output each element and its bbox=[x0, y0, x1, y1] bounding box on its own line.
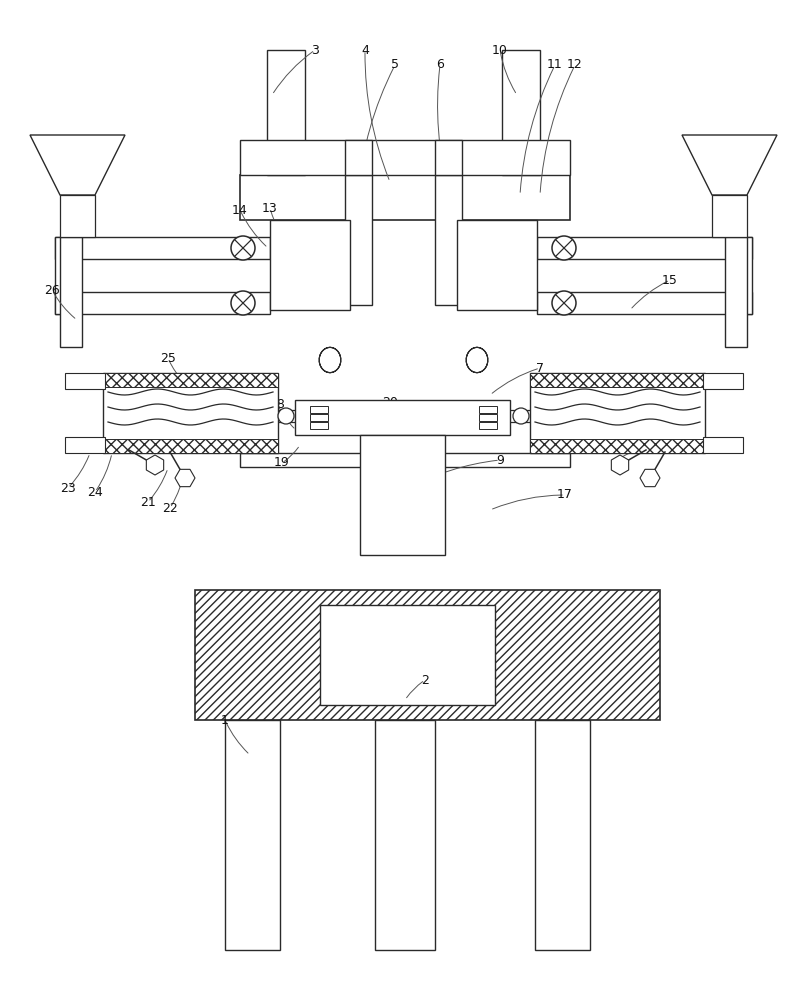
Bar bbox=[240, 453, 570, 467]
Bar bbox=[60, 195, 95, 237]
Text: 25: 25 bbox=[160, 352, 176, 364]
Bar bbox=[457, 220, 537, 310]
Text: 3: 3 bbox=[311, 43, 319, 56]
Bar bbox=[537, 292, 752, 314]
Bar bbox=[60, 237, 82, 347]
Bar bbox=[535, 720, 590, 950]
Polygon shape bbox=[682, 135, 777, 195]
Bar bbox=[55, 237, 270, 259]
Bar bbox=[295, 400, 510, 435]
Bar bbox=[270, 220, 350, 310]
Bar bbox=[725, 237, 747, 347]
Bar bbox=[195, 590, 660, 720]
Text: 14: 14 bbox=[232, 204, 248, 217]
Text: 9: 9 bbox=[496, 454, 504, 466]
Bar bbox=[479, 422, 497, 429]
Polygon shape bbox=[30, 135, 125, 195]
Polygon shape bbox=[146, 455, 164, 475]
Bar bbox=[435, 140, 462, 175]
Bar bbox=[530, 439, 705, 453]
Bar bbox=[479, 406, 497, 413]
Bar bbox=[345, 175, 372, 305]
Text: 11: 11 bbox=[547, 58, 562, 72]
Text: 21: 21 bbox=[140, 495, 156, 508]
Bar bbox=[65, 373, 105, 389]
Bar bbox=[537, 237, 752, 259]
Circle shape bbox=[231, 236, 255, 260]
Bar bbox=[103, 373, 278, 453]
Bar bbox=[103, 439, 278, 453]
Text: 20: 20 bbox=[382, 396, 398, 410]
Text: 10: 10 bbox=[492, 43, 508, 56]
Text: 15: 15 bbox=[662, 273, 678, 286]
Text: 4: 4 bbox=[361, 43, 369, 56]
Bar bbox=[310, 422, 328, 429]
Bar bbox=[530, 373, 705, 453]
Bar bbox=[502, 50, 540, 175]
Circle shape bbox=[552, 236, 576, 260]
Polygon shape bbox=[640, 469, 660, 487]
Circle shape bbox=[278, 408, 294, 424]
Bar bbox=[360, 435, 445, 555]
Text: 13: 13 bbox=[262, 202, 278, 215]
Text: 27: 27 bbox=[47, 145, 63, 158]
Circle shape bbox=[513, 408, 529, 424]
Bar bbox=[55, 292, 270, 314]
Bar bbox=[310, 414, 328, 421]
Bar bbox=[320, 605, 495, 705]
Circle shape bbox=[231, 291, 255, 315]
Bar bbox=[345, 140, 372, 175]
Text: 17: 17 bbox=[557, 488, 573, 502]
Bar bbox=[55, 237, 77, 314]
Text: 18: 18 bbox=[270, 398, 286, 412]
Text: 16: 16 bbox=[657, 436, 673, 450]
Bar bbox=[435, 175, 462, 305]
Text: 23: 23 bbox=[61, 482, 76, 494]
Bar bbox=[479, 414, 497, 421]
Text: 19: 19 bbox=[274, 456, 290, 470]
Text: 24: 24 bbox=[87, 486, 102, 498]
Bar bbox=[730, 237, 752, 314]
Text: 5: 5 bbox=[391, 58, 399, 72]
Text: 22: 22 bbox=[162, 502, 178, 514]
Text: 12: 12 bbox=[567, 58, 583, 72]
Bar bbox=[712, 195, 747, 237]
Bar bbox=[703, 437, 743, 453]
Bar bbox=[240, 175, 570, 220]
Bar bbox=[530, 373, 705, 387]
Text: 8: 8 bbox=[496, 422, 504, 434]
Text: 6: 6 bbox=[436, 58, 444, 72]
Bar bbox=[267, 50, 305, 175]
Text: 7: 7 bbox=[536, 361, 544, 374]
Polygon shape bbox=[612, 455, 629, 475]
Bar bbox=[65, 437, 105, 453]
Circle shape bbox=[552, 291, 576, 315]
Bar bbox=[310, 406, 328, 413]
Text: 1: 1 bbox=[221, 714, 229, 726]
Bar bbox=[375, 720, 435, 950]
Bar bbox=[240, 140, 570, 175]
Bar bbox=[703, 373, 743, 389]
Bar bbox=[225, 720, 280, 950]
Polygon shape bbox=[175, 469, 195, 487]
Text: 26: 26 bbox=[44, 284, 60, 296]
Text: 2: 2 bbox=[421, 674, 429, 686]
Bar bbox=[103, 373, 278, 387]
